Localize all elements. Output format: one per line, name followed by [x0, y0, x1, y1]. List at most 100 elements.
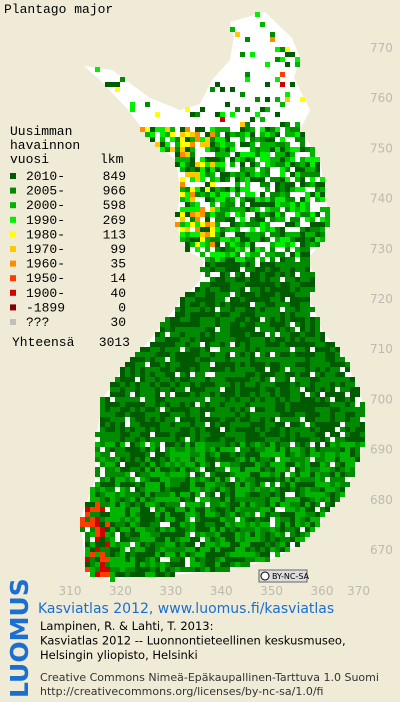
occupied-square: [90, 572, 95, 577]
occupied-square: [205, 167, 210, 172]
occupied-square: [180, 497, 185, 502]
occupied-square: [290, 287, 295, 292]
occupied-square: [175, 387, 180, 392]
atlas-link[interactable]: Kasviatlas 2012, www.luomus.fi/kasviatla…: [38, 601, 334, 617]
occupied-square: [165, 127, 170, 132]
occupied-square: [235, 337, 240, 342]
occupied-square: [250, 142, 255, 147]
occupied-square: [130, 427, 135, 432]
occupied-square: [325, 427, 330, 432]
occupied-square: [135, 482, 140, 487]
occupied-square: [240, 287, 245, 292]
y-tick-label: 760: [370, 91, 393, 105]
occupied-square: [230, 132, 235, 137]
occupied-square: [230, 542, 235, 547]
occupied-square: [160, 402, 165, 407]
occupied-square: [280, 182, 285, 187]
occupied-square: [175, 307, 180, 312]
occupied-square: [210, 457, 215, 462]
occupied-square: [165, 482, 170, 487]
occupied-square: [265, 142, 270, 147]
occupied-square: [155, 562, 160, 567]
occupied-square: [135, 442, 140, 447]
occupied-square: [145, 427, 150, 432]
occupied-square: [90, 527, 95, 532]
occupied-square: [105, 462, 110, 467]
occupied-square: [235, 482, 240, 487]
occupied-square: [165, 362, 170, 367]
occupied-square: [350, 462, 355, 467]
occupied-square: [285, 372, 290, 377]
occupied-square: [205, 302, 210, 307]
occupied-square: [290, 497, 295, 502]
occupied-square: [180, 197, 185, 202]
occupied-square: [225, 397, 230, 402]
occupied-square: [220, 367, 225, 372]
occupied-square: [320, 417, 325, 422]
occupied-square: [355, 422, 360, 427]
occupied-square: [220, 167, 225, 172]
occupied-square: [290, 152, 295, 157]
occupied-square: [245, 427, 250, 432]
occupied-square: [335, 367, 340, 372]
occupied-square: [205, 257, 210, 262]
occupied-square: [315, 337, 320, 342]
occupied-square: [85, 507, 90, 512]
occupied-square: [255, 287, 260, 292]
occupied-square: [260, 182, 265, 187]
occupied-square: [285, 402, 290, 407]
occupied-square: [270, 547, 275, 552]
occupied-square: [230, 377, 235, 382]
occupied-square: [110, 502, 115, 507]
occupied-square: [170, 532, 175, 537]
occupied-square: [315, 367, 320, 372]
occupied-square: [100, 517, 105, 522]
occupied-square: [270, 402, 275, 407]
occupied-square: [105, 457, 110, 462]
occupied-square: [200, 107, 205, 112]
occupied-square: [290, 327, 295, 332]
occupied-square: [110, 527, 115, 532]
occupied-square: [225, 277, 230, 282]
occupied-square: [280, 357, 285, 362]
occupied-square: [210, 447, 215, 452]
occupied-square: [260, 457, 265, 462]
occupied-square: [175, 437, 180, 442]
occupied-square: [85, 522, 90, 527]
occupied-square: [185, 342, 190, 347]
occupied-square: [195, 472, 200, 477]
occupied-square: [110, 382, 115, 387]
occupied-square: [220, 407, 225, 412]
occupied-square: [155, 472, 160, 477]
occupied-square: [135, 447, 140, 452]
occupied-square: [320, 177, 325, 182]
occupied-square: [240, 352, 245, 357]
occupied-square: [295, 472, 300, 477]
occupied-square: [175, 502, 180, 507]
occupied-square: [350, 442, 355, 447]
occupied-square: [265, 227, 270, 232]
occupied-square: [185, 492, 190, 497]
occupied-square: [215, 417, 220, 422]
occupied-square: [200, 567, 205, 572]
occupied-square: [335, 397, 340, 402]
occupied-square: [160, 387, 165, 392]
occupied-square: [270, 232, 275, 237]
occupied-square: [220, 532, 225, 537]
occupied-square: [225, 537, 230, 542]
occupied-square: [130, 372, 135, 377]
occupied-square: [130, 382, 135, 387]
occupied-square: [325, 417, 330, 422]
occupied-square: [245, 237, 250, 242]
occupied-square: [225, 382, 230, 387]
occupied-square: [330, 492, 335, 497]
occupied-square: [275, 142, 280, 147]
occupied-square: [235, 402, 240, 407]
legend-swatch: [10, 187, 16, 194]
occupied-square: [85, 532, 90, 537]
occupied-square: [145, 567, 150, 572]
occupied-square: [210, 542, 215, 547]
occupied-square: [275, 272, 280, 277]
citation-line: Helsingin yliopisto, Helsinki: [40, 648, 198, 662]
occupied-square: [120, 542, 125, 547]
